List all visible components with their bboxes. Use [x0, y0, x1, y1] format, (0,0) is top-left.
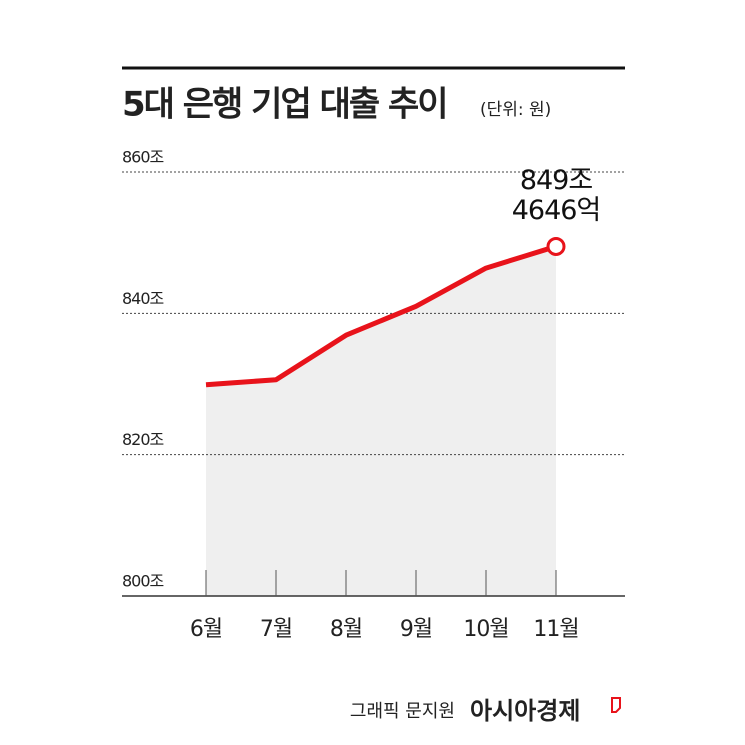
y-tick-label: 840조: [122, 289, 164, 308]
chart-subtitle: (단위: 원): [480, 100, 551, 120]
x-tick-label: 8월: [330, 617, 362, 642]
area: [206, 246, 556, 596]
end-marker: [546, 236, 566, 256]
y-tick-label: 820조: [122, 430, 164, 449]
brand-icon: [611, 697, 621, 713]
y-tick-label: 800조: [122, 572, 164, 591]
y-tick-label: 860조: [122, 148, 164, 167]
source: 그래픽 문지원: [350, 701, 455, 722]
chart-title: 5대 은행 기업 대출 추이: [122, 85, 447, 125]
x-tick-label: 7월: [260, 617, 292, 642]
value-label: 849조 4646억: [511, 165, 602, 227]
line: [205, 244, 557, 388]
x-tick-label: 11월: [533, 617, 578, 642]
x-tick-label: 9월: [400, 617, 432, 642]
x-tick-label: 6월: [190, 617, 222, 642]
brand: 아시아경제: [470, 697, 580, 725]
x-tick-label: 10월: [463, 617, 508, 642]
